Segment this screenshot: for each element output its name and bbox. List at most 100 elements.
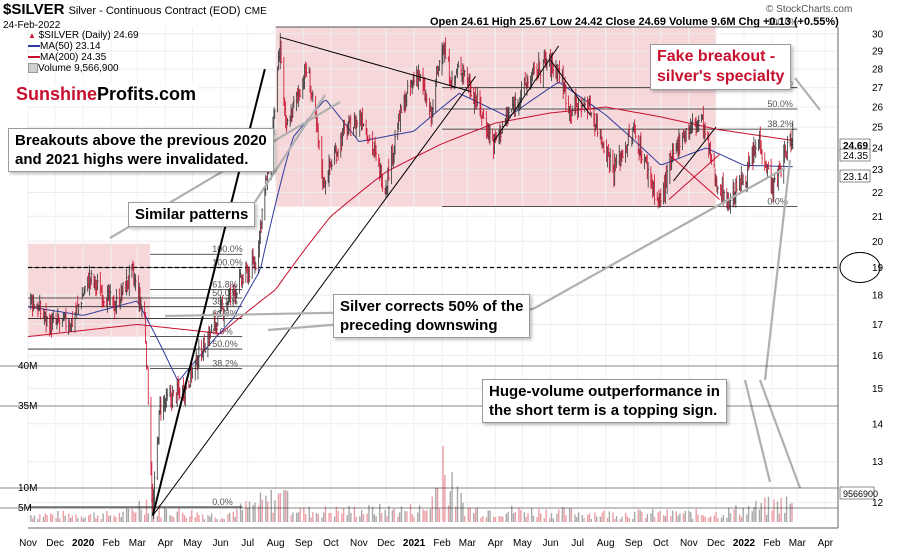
fib-label-4: 0.0% — [767, 197, 788, 207]
volume-bar — [474, 508, 477, 522]
callout-fake-breakout-text: Fake breakout - silver's specialty — [657, 48, 785, 85]
volume-bar — [89, 514, 92, 522]
y-tick-label-14: 14 — [872, 419, 884, 430]
volume-bar — [740, 516, 743, 522]
volume-bar — [95, 518, 97, 522]
volume-bar — [64, 515, 66, 522]
volume-bar — [690, 512, 692, 522]
volume-bar — [232, 511, 235, 522]
volume-swatch-icon — [28, 63, 38, 74]
volume-bar — [50, 513, 52, 522]
volume-bar — [498, 516, 500, 522]
volume-bar — [397, 516, 399, 522]
volume-bar — [603, 510, 605, 522]
volume-bar — [765, 514, 768, 522]
volume-bar — [241, 510, 244, 522]
volume-bar — [492, 516, 495, 522]
volume-bar — [368, 504, 370, 522]
volume-bar — [570, 508, 573, 522]
volume-bar — [134, 512, 137, 522]
x-tick-label-4: Mar — [129, 538, 147, 549]
y-tick-label-12: 12 — [872, 498, 884, 509]
volume-bar — [520, 509, 522, 522]
callout-pointer-0 — [254, 94, 326, 203]
y-tick-label-19: 19 — [872, 263, 884, 274]
x-tick-label-11: Oct — [323, 538, 339, 549]
x-tick-label-16: Mar — [459, 538, 477, 549]
volume-bar — [120, 517, 122, 522]
volume-bar — [507, 511, 509, 522]
volume-bar — [295, 512, 298, 522]
x-tick-label-12: Nov — [350, 538, 368, 549]
volume-bar — [87, 515, 90, 522]
volume-tick-label-0: 5M — [18, 503, 32, 514]
volume-bar — [747, 505, 750, 522]
volume-bar — [62, 510, 65, 522]
volume-bar — [125, 508, 128, 522]
volume-bar — [489, 510, 491, 522]
volume-bar — [342, 508, 345, 522]
volume-bar — [467, 508, 470, 522]
volume-bar — [780, 497, 782, 522]
volume-bar — [652, 509, 654, 522]
volume-bar — [386, 516, 388, 522]
volume-bar — [227, 514, 229, 522]
fib-label-0: 100.0% — [767, 17, 798, 27]
volume-bar — [784, 512, 786, 522]
volume-bar — [512, 513, 515, 522]
volume-bar — [323, 512, 325, 522]
volume-bar — [172, 517, 175, 522]
volume-bar — [321, 517, 323, 522]
volume-bar — [438, 508, 441, 522]
legend-price: $SILVER (Daily) 24.69 — [38, 30, 139, 41]
symbol: $SILVER — [3, 1, 65, 18]
volume-bar — [328, 512, 330, 522]
volume-bar — [653, 516, 656, 522]
volume-bar — [285, 490, 287, 522]
volume-bar — [767, 496, 770, 522]
volume-bar — [558, 509, 560, 522]
volume-bar — [194, 517, 197, 522]
volume-bar — [702, 515, 705, 522]
x-tick-label-15: Feb — [433, 538, 451, 549]
volume-bar — [259, 492, 262, 522]
volume-bar — [577, 512, 580, 522]
volume-bar — [715, 512, 717, 522]
symbol-description: Silver - Continuous Contract (EOD) — [68, 5, 241, 17]
volume-bar — [145, 499, 148, 522]
x-tick-label-9: Aug — [267, 538, 285, 549]
volume-bar — [456, 486, 459, 522]
x-tick-label-23: Oct — [653, 538, 669, 549]
volume-bar — [764, 497, 766, 522]
volume-bar — [697, 514, 699, 522]
volume-bar — [203, 519, 206, 522]
x-tick-label-17: Apr — [488, 538, 504, 549]
price-badge-1 — [839, 148, 871, 162]
y-tick-label-28: 28 — [872, 65, 884, 76]
volume-bar — [366, 513, 368, 522]
volume-bar — [523, 512, 526, 522]
callout-huge-volume: Huge-volume outperformance in the short … — [482, 379, 727, 423]
volume-bar — [455, 506, 457, 522]
legend-volume: Volume 9,566,900 — [38, 63, 119, 74]
volume-bar — [341, 513, 343, 522]
y-tick-label-18: 18 — [872, 291, 884, 302]
volume-bar — [671, 510, 674, 522]
volume-bar — [160, 517, 162, 522]
volume-bar — [189, 516, 191, 522]
volume-bar — [586, 514, 589, 522]
volume-bar — [758, 509, 761, 522]
volume-bar — [502, 516, 504, 522]
volume-bar — [581, 515, 583, 522]
volume-bar — [469, 508, 471, 522]
volume-bar — [391, 510, 394, 522]
volume-bar — [362, 514, 365, 522]
volume-bar — [228, 512, 231, 522]
volume-badge — [839, 486, 875, 500]
y-tick-label-26: 26 — [872, 103, 884, 114]
volume-bar — [608, 511, 611, 522]
volume-bar — [791, 502, 793, 522]
volume-bar — [201, 514, 204, 522]
volume-bar — [400, 506, 403, 522]
